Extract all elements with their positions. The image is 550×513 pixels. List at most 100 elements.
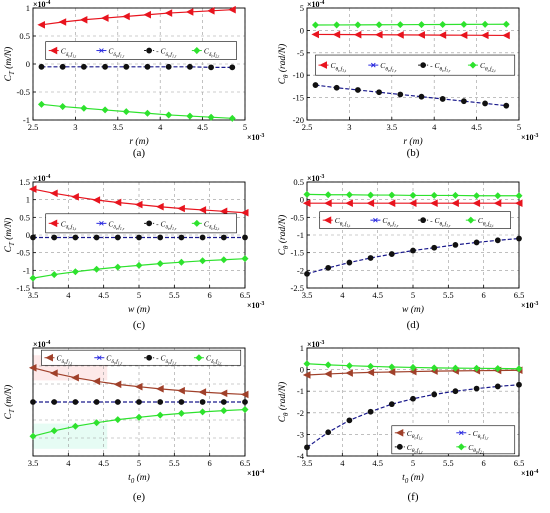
x-tick-label: 4 [66, 458, 71, 468]
data-point [303, 190, 311, 198]
data-point [50, 189, 58, 198]
data-point [367, 255, 374, 261]
legend-label: Cδt,f1,t [56, 354, 72, 367]
data-point [50, 427, 58, 435]
data-point [325, 264, 332, 271]
data-point [408, 199, 417, 208]
x-tick-label: 3.5 [386, 122, 397, 132]
data-point [304, 270, 310, 277]
y-tick-label: -20 [293, 115, 304, 125]
math-run: ,f [487, 220, 491, 227]
data-point [80, 63, 87, 70]
data-point [388, 191, 396, 199]
legend-marker [323, 216, 332, 224]
legend-label: Cθt,f1,t [407, 429, 424, 442]
data-point [451, 191, 459, 199]
math-run: t [116, 54, 118, 58]
panel-label: (d) [407, 319, 420, 331]
data-point [206, 6, 215, 15]
series-line [41, 103, 233, 119]
data-point [345, 369, 353, 377]
legend-box [41, 349, 242, 366]
x-tick-label: 5.5 [169, 458, 180, 468]
math-run: ,f [343, 220, 347, 227]
data-point [459, 31, 468, 40]
x-tick-label: 4.5 [372, 458, 383, 468]
legend-label: Cδt,f1,t [61, 219, 77, 232]
x-tick-label: 4.5 [197, 122, 208, 132]
data-point [303, 360, 311, 368]
data-point [242, 399, 248, 405]
math-run: ×10 [33, 174, 46, 183]
legend-box [391, 425, 516, 455]
x-tick-label: 4 [340, 290, 345, 300]
math-run: (m) [408, 472, 424, 483]
y-axis-label: Cθ (rad/N) [277, 215, 290, 256]
data-point [220, 407, 228, 415]
y-tick-label: 0 [300, 25, 304, 35]
x-multiplier: ×10-3 [247, 133, 264, 142]
math-run: t [414, 451, 416, 455]
y-tick-label: -4 [297, 451, 305, 461]
data-point [494, 383, 501, 390]
math-run: - C [430, 216, 440, 225]
data-point [177, 258, 185, 266]
legend-label: Cθt,f2,t [478, 216, 495, 229]
math-run: ,f [443, 65, 447, 72]
data-point [387, 199, 396, 208]
data-point [93, 399, 100, 405]
data-point [431, 244, 438, 251]
y-tick-label: 0 [26, 230, 30, 240]
x-tick-label: 3.5 [28, 290, 39, 300]
data-point [72, 399, 79, 405]
data-point [417, 21, 425, 29]
data-point [324, 199, 332, 208]
data-point [114, 416, 122, 424]
math-run: δ [211, 359, 214, 365]
data-point [354, 87, 361, 93]
math-run: w (m) [402, 304, 424, 315]
data-point [71, 268, 79, 276]
data-point [122, 108, 130, 116]
math-run: θ [439, 66, 442, 72]
data-point [156, 385, 164, 393]
series-line [41, 66, 233, 68]
data-point [28, 363, 37, 372]
math-run: t [64, 362, 66, 366]
data-point [480, 31, 489, 40]
math-run: C [206, 354, 212, 363]
data-point [409, 191, 417, 199]
math-run: 1,t [418, 437, 423, 442]
x-tick-label: 6.5 [240, 290, 251, 300]
math-run: -3 [534, 133, 539, 139]
y-tick-label: 0.5 [293, 177, 304, 187]
data-point [58, 18, 67, 26]
math-run: 2,t [215, 54, 220, 59]
math-run: ,f [416, 447, 420, 454]
math-run: ,f [117, 51, 121, 58]
y-tick-label: -0.5 [17, 87, 30, 97]
legend-label: Cθt,f1,t [335, 216, 352, 229]
math-run: t [342, 224, 344, 228]
legend-label: - Cδt,f1,r [156, 219, 177, 232]
panel-label: (e) [133, 491, 146, 503]
data-point [123, 63, 130, 70]
x-tick-label: 3.5 [28, 458, 39, 468]
y-tick-label: -0.5 [291, 212, 304, 222]
legend-marker [469, 61, 477, 69]
data-point [178, 234, 185, 241]
math-run: T [9, 408, 16, 413]
math-run: θ [283, 74, 290, 78]
y-tick-label: 0 [300, 195, 304, 205]
math-run: ,f [65, 358, 69, 365]
math-run: δ [113, 225, 116, 231]
x-tick-label: 4 [432, 122, 437, 132]
x-tick-label: 3.5 [112, 122, 123, 132]
y-tick-label: -10 [293, 70, 304, 80]
y-axis-label: Cθ (rad/N) [277, 44, 290, 85]
y-tick-label: -1 [23, 115, 30, 125]
y-multiplier: ×10-4 [33, 174, 50, 183]
math-run: 1,r [172, 227, 177, 232]
x-tick-label: 6 [208, 458, 212, 468]
data-point [311, 21, 319, 29]
